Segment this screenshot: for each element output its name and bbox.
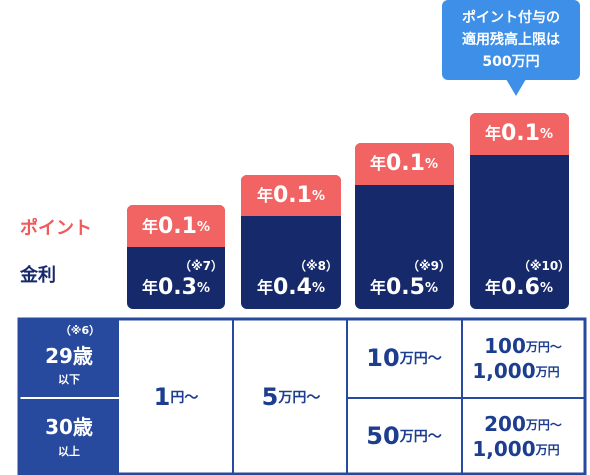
amount-part: 万円〜 [399,429,442,445]
point-rate-part: 年 [485,124,501,143]
rate-note-part: （※9） [407,258,451,273]
interest-rate: 年0.3% [142,275,210,300]
row-note-part: （※6） [60,324,100,337]
rate-note: （※8） [294,258,338,273]
callout-line-part: 500万円 [482,54,539,70]
interest-rate-part: 0.4 [273,275,312,300]
table-border [17,317,587,475]
rate-note-part: （※10） [518,258,570,273]
amount: 50万円〜 [366,422,441,450]
rate-label-part: 金利 [19,264,56,286]
amount-part: 万円〜 [525,340,562,354]
interest-rate-part: % [540,281,553,296]
point-rate-part: 0.1 [386,151,425,176]
interest-rate-part: % [425,281,438,296]
callout-box [442,0,580,80]
point-rate-part: 年 [142,217,158,236]
age-suffix: 以上 [58,444,80,458]
callout-line-part: ポイント付与の [462,9,560,26]
age-suffix: 以下 [58,373,80,386]
amount-part: 万円 [535,365,560,379]
amount: 100万円〜 [484,334,562,358]
point-rate-part: 0.1 [273,183,312,208]
rate-note: （※9） [407,258,451,273]
point-rate-part: % [197,220,210,235]
amount: 1,000万円 [472,437,559,461]
rate-note: （※10） [518,258,570,273]
bar-top [241,175,341,216]
amount-part: 円〜 [170,390,198,406]
interest-rate-part: % [312,281,325,296]
interest-rate-part: 年 [370,278,386,297]
point-rate-part: % [425,157,438,172]
amount-part: 10 [366,344,399,372]
callout-line: ポイント付与の [462,9,560,26]
age: 30歳 [45,415,93,439]
point-rate: 年0.1% [257,183,325,208]
age-column [19,319,119,474]
point-rate: 年0.1% [370,151,438,176]
rate-note: （※7） [179,258,223,273]
rate-note-part: （※8） [294,258,338,273]
amount: 5万円〜 [262,383,321,411]
point-rate-part: 年 [257,186,273,205]
callout-line: 適用残高上限は [462,31,560,48]
amount-part: 万円 [535,443,560,457]
table [17,317,587,475]
point-rate-part: % [540,127,553,142]
interest-rate-part: 0.6 [501,275,540,300]
amount-part: 1,000 [472,437,535,461]
age: 29歳 [45,344,93,368]
interest-rate-part: 年 [257,278,273,297]
amount-part: 5 [262,383,279,411]
interest-rate-part: % [197,281,210,296]
amount-part: 1 [154,383,171,411]
bar [470,113,569,309]
age-suffix-part: 以下 [58,373,80,386]
interest-rate: 年0.4% [257,275,325,300]
amount-part: 万円〜 [277,390,320,406]
amount-part: 万円〜 [525,418,562,432]
amount-part: 200 [484,412,526,436]
point-rate-part: % [312,189,325,204]
interest-rate-part: 年 [142,278,158,297]
amount: 10万円〜 [366,344,441,372]
point-rate: 年0.1% [142,214,210,239]
point-rate-part: 0.1 [501,121,540,146]
interest-rate-part: 0.5 [386,275,425,300]
amount-part: 100 [484,334,526,358]
amount: 200万円〜 [484,412,562,436]
bar-top [127,205,225,247]
row-note: （※6） [60,324,100,337]
age-suffix-part: 以上 [58,444,80,458]
point-label-part: ポイント [20,217,92,239]
rate-label: 金利 [19,264,56,286]
callout-pointer [506,79,526,96]
amount-part: 1,000 [472,359,535,383]
interest-rate: 年0.6% [485,275,553,300]
age-part: 29歳 [45,344,93,368]
amount: 1円〜 [154,383,199,411]
amount-part: 50 [366,422,399,450]
bar-top [470,113,569,155]
callout-line-part: 適用残高上限は [462,31,560,48]
interest-rate: 年0.5% [370,275,438,300]
bars [127,113,569,309]
callout-line: 500万円 [482,54,539,70]
amount-part: 万円〜 [399,351,442,367]
amount: 1,000万円 [472,359,559,383]
interest-rate-part: 0.3 [158,275,197,300]
point-label: ポイント [20,217,92,239]
bar-top [355,143,454,185]
interest-rate-part: 年 [485,278,501,297]
age-part: 30歳 [45,415,93,439]
point-rate-part: 年 [370,154,386,173]
rate-note-part: （※7） [179,258,223,273]
point-rate: 年0.1% [485,121,553,146]
point-rate-part: 0.1 [158,214,197,239]
